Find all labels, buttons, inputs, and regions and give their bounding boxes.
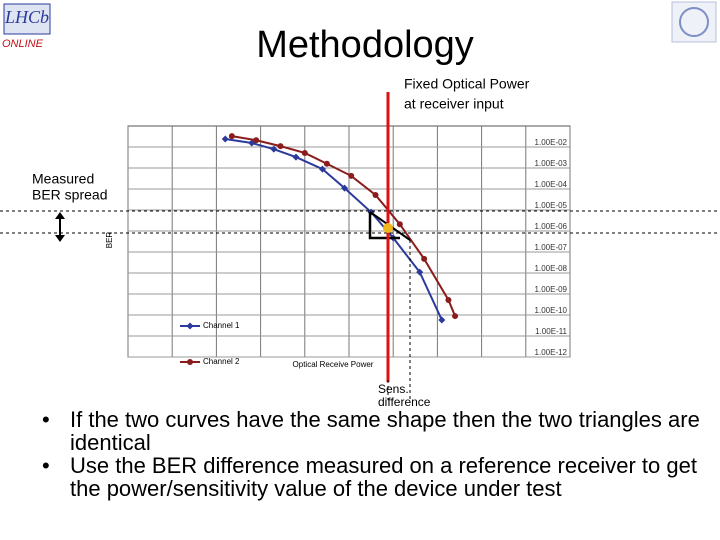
logo: LHCb [4,7,49,27]
marker [416,268,424,276]
operating-point [383,223,393,233]
marker [270,145,278,153]
marker [277,143,284,150]
y-tick-label: 1.00E-02 [535,138,568,147]
y-tick-label: 1.00E-11 [535,327,567,336]
logo-box [3,3,51,35]
marker [341,184,349,192]
y-tick-label: 1.00E-03 [535,159,568,168]
annotation: at receiver input [404,96,504,112]
marker [186,322,194,330]
marker [221,135,229,143]
annotation: BER spread [32,187,107,203]
y-tick-label: 1.00E-07 [535,243,568,252]
legend-label: Channel 2 [203,357,240,366]
legend-label: Channel 1 [203,321,240,330]
series-line [225,138,443,321]
y-tick-label: 1.00E-08 [535,264,568,273]
bullet: Use the BER difference measured on a ref… [30,454,700,500]
overlay [0,92,720,400]
y-tick-label: 1.00E-05 [535,201,568,210]
marker [301,149,308,156]
marker [372,191,379,198]
y-tick-label: 1.00E-06 [535,222,568,231]
marker [187,359,193,365]
y-tick-label: 1.00E-04 [535,180,568,189]
annotation: Measured [32,171,94,187]
annotation: difference [378,395,431,409]
annotation: Sens. [378,382,409,396]
marker [323,160,330,167]
y-axis-label: BER [105,232,114,249]
marker [396,221,403,228]
cern-logo-ring [679,7,709,37]
y-tick-label: 1.00E-12 [535,348,568,357]
marker [421,255,428,262]
annotation: Fixed Optical Power [404,76,530,92]
series-layer: Channel 1 Channel 2 [180,133,459,366]
series: Channel 1 [180,135,446,330]
marker [228,133,235,140]
bullet: If the two curves have the same shape th… [30,408,700,454]
marker [253,137,260,144]
marker [445,296,452,303]
x-axis-label: Optical Receive Power [293,360,374,369]
marker [292,153,300,161]
y-tick-label: 1.00E-10 [535,306,568,315]
grid: 1.00E-02 1.00E-03 1.00E-04 1.00E-05 1.00E-06… [127,126,571,358]
slide-title: Methodology [256,24,474,66]
y-tick-label: 1.00E-09 [535,285,568,294]
bullet-list: If the two curves have the same shape th… [30,408,700,500]
triangle [368,212,400,240]
marker [348,172,355,179]
series: Channel 2 [180,133,459,366]
logo-sub: ONLINE [2,38,44,50]
marker [318,165,326,173]
marker [438,316,446,324]
marker [452,313,459,320]
spread-arrow-head [55,212,65,242]
